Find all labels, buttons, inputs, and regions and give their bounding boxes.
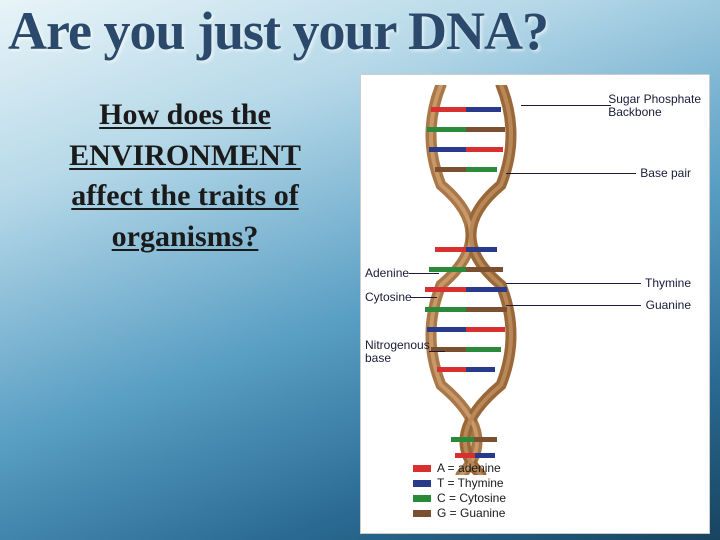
dna-helix — [411, 85, 531, 475]
legend-row: C = Cytosine — [413, 491, 506, 505]
dna-diagram: Sugar Phosphate Backbone Base pair Thymi… — [360, 74, 710, 534]
legend-row: A = adenine — [413, 461, 506, 475]
slide-subtitle: How does the ENVIRONMENT affect the trai… — [20, 95, 350, 257]
base-pair-rung — [435, 247, 497, 252]
leader-line — [521, 105, 611, 106]
dna-legend: A = adenine T = Thymine C = Cytosine G =… — [413, 461, 506, 521]
label-sugar-phosphate: Sugar Phosphate Backbone — [608, 93, 701, 119]
subtitle-line: How does the — [99, 98, 271, 131]
label-cytosine: Cytosine — [365, 291, 412, 304]
base-pair-rung — [437, 367, 495, 372]
leader-line — [429, 351, 445, 352]
label-base-pair: Base pair — [640, 167, 691, 180]
base-pair-rung — [427, 127, 505, 132]
leader-line — [409, 273, 439, 274]
subtitle-line: ENVIRONMENT — [69, 139, 301, 172]
leader-line — [506, 173, 636, 174]
base-pair-rung — [455, 453, 495, 458]
subtitle-line: organisms? — [112, 220, 259, 253]
base-pair-rung — [425, 307, 507, 312]
legend-swatch — [413, 480, 431, 487]
base-pair-rung — [425, 287, 507, 292]
base-pair-rung — [427, 327, 505, 332]
legend-text: A = adenine — [437, 461, 501, 475]
legend-text: T = Thymine — [437, 476, 504, 490]
legend-swatch — [413, 495, 431, 502]
leader-line — [506, 283, 641, 284]
legend-row: T = Thymine — [413, 476, 506, 490]
base-pair-rung — [435, 167, 497, 172]
legend-swatch — [413, 465, 431, 472]
legend-swatch — [413, 510, 431, 517]
base-pair-rung — [429, 147, 503, 152]
slide-title: Are you just your DNA? — [0, 0, 720, 58]
label-nitrogenous: Nitrogenous base — [365, 339, 430, 365]
subtitle-line: affect the traits of — [71, 179, 298, 212]
label-adenine: Adenine — [365, 267, 409, 280]
legend-text: G = Guanine — [437, 506, 505, 520]
base-pair-rung — [431, 107, 501, 112]
base-pair-rung — [451, 437, 497, 442]
legend-row: G = Guanine — [413, 506, 506, 520]
leader-line — [411, 297, 437, 298]
legend-text: C = Cytosine — [437, 491, 506, 505]
leader-line — [506, 305, 641, 306]
label-thymine: Thymine — [645, 277, 691, 290]
base-pair-rung — [429, 267, 503, 272]
label-guanine: Guanine — [646, 299, 691, 312]
